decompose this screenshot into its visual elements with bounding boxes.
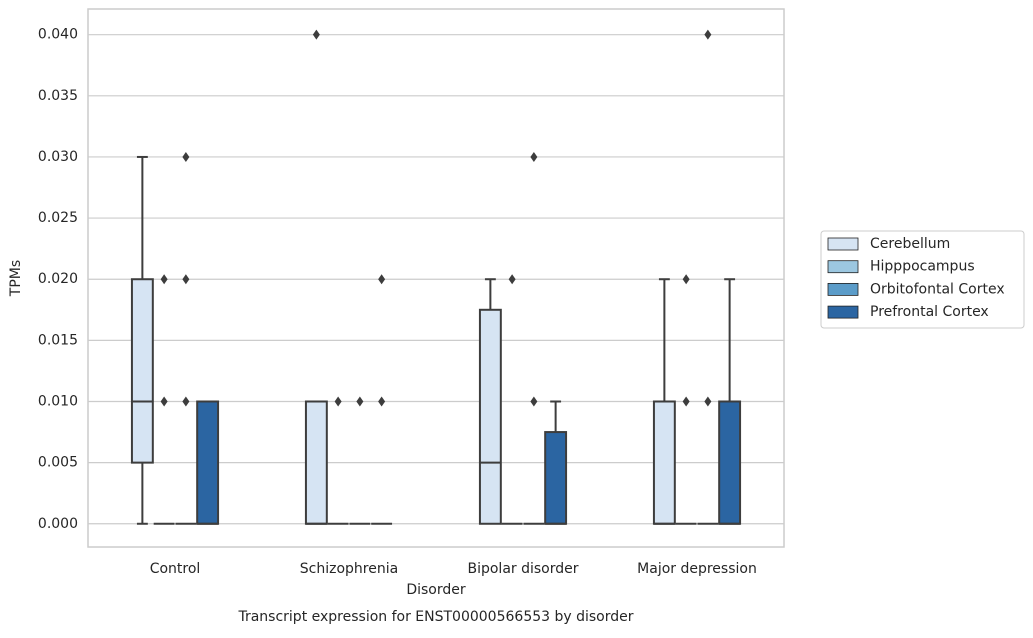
outlier	[530, 151, 538, 162]
outlier	[704, 396, 712, 407]
outlier	[508, 274, 516, 285]
outlier	[160, 396, 168, 407]
x-tick-label: Schizophrenia	[300, 561, 398, 577]
y-tick-label: 0.005	[38, 455, 78, 471]
outlier	[378, 396, 386, 407]
outlier	[530, 396, 538, 407]
outlier	[312, 29, 320, 40]
x-axis-label: Disorder	[406, 582, 466, 598]
outlier	[182, 274, 190, 285]
chart-title: Transcript expression for ENST0000056655…	[237, 609, 633, 625]
y-tick-label: 0.000	[38, 516, 78, 532]
box	[718, 400, 742, 525]
outlier	[378, 274, 386, 285]
outlier	[356, 396, 364, 407]
x-tick-label: Bipolar disorder	[467, 561, 578, 577]
outlier	[704, 29, 712, 40]
box	[544, 431, 568, 525]
y-tick-label: 0.025	[38, 210, 78, 226]
y-tick-label: 0.030	[38, 149, 78, 165]
legend-frame	[820, 230, 1025, 329]
legend-label: Cerebellum	[870, 236, 950, 252]
box	[304, 400, 328, 525]
y-tick-label: 0.010	[38, 393, 78, 409]
box	[196, 400, 220, 525]
outlier	[160, 274, 168, 285]
x-tick-label: Control	[150, 561, 201, 577]
y-tick-label: 0.035	[38, 88, 78, 104]
outlier	[182, 396, 190, 407]
legend-swatch	[827, 260, 859, 274]
legend-label: Prefrontal Cortex	[870, 304, 989, 320]
plot-frame	[87, 8, 785, 548]
x-tick-label: Major depression	[637, 561, 757, 577]
legend-swatch	[827, 237, 859, 251]
outlier	[334, 396, 342, 407]
legend-label: Orbitofontal Cortex	[870, 281, 1005, 297]
y-axis-label: TPMs	[8, 260, 24, 297]
box	[478, 308, 502, 525]
box	[652, 400, 676, 525]
outlier	[682, 274, 690, 285]
outlier	[182, 151, 190, 162]
outlier	[682, 396, 690, 407]
y-tick-label: 0.040	[38, 27, 78, 43]
legend-swatch	[827, 282, 859, 296]
box	[130, 278, 154, 464]
y-tick-label: 0.015	[38, 332, 78, 348]
legend-swatch	[827, 305, 859, 319]
legend-label: Hipppocampus	[870, 259, 975, 275]
y-tick-label: 0.020	[38, 271, 78, 287]
